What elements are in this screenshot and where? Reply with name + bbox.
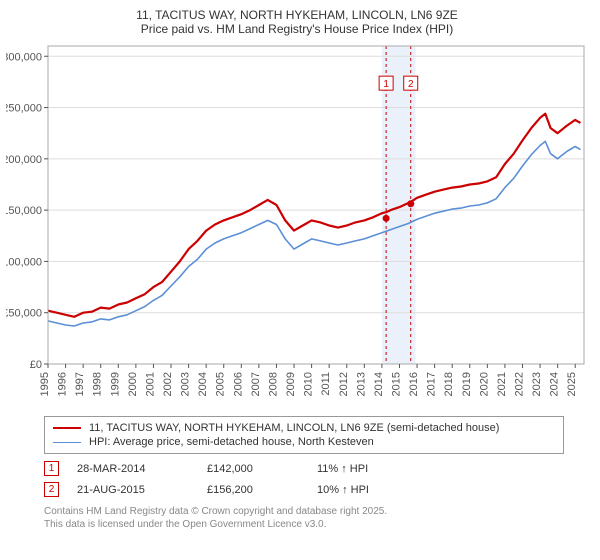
svg-text:1997: 1997 bbox=[74, 372, 86, 396]
legend-swatch bbox=[53, 442, 81, 443]
footer-line1: Contains HM Land Registry data © Crown c… bbox=[44, 506, 588, 519]
svg-text:2008: 2008 bbox=[267, 372, 279, 396]
legend-label: HPI: Average price, semi-detached house,… bbox=[89, 436, 374, 448]
chart-title-line1: 11, TACITUS WAY, NORTH HYKEHAM, LINCOLN,… bbox=[6, 8, 588, 22]
svg-text:2009: 2009 bbox=[285, 372, 297, 396]
svg-text:2016: 2016 bbox=[408, 372, 420, 396]
legend-label: 11, TACITUS WAY, NORTH HYKEHAM, LINCOLN,… bbox=[89, 422, 499, 434]
svg-text:2003: 2003 bbox=[180, 372, 192, 396]
legend-box: 11, TACITUS WAY, NORTH HYKEHAM, LINCOLN,… bbox=[44, 416, 564, 454]
chart-title-block: 11, TACITUS WAY, NORTH HYKEHAM, LINCOLN,… bbox=[6, 8, 588, 36]
marker-row: 2 21-AUG-2015£156,20010% ↑ HPI bbox=[44, 479, 588, 500]
svg-text:£50,000: £50,000 bbox=[6, 308, 42, 320]
svg-text:2012: 2012 bbox=[338, 372, 350, 396]
svg-text:£0: £0 bbox=[30, 359, 42, 371]
svg-text:£150,000: £150,000 bbox=[6, 205, 42, 217]
marker-pct: 10% ↑ HPI bbox=[317, 484, 437, 496]
svg-text:2002: 2002 bbox=[162, 372, 174, 396]
svg-text:2022: 2022 bbox=[513, 372, 525, 396]
chart-title-line2: Price paid vs. HM Land Registry's House … bbox=[6, 22, 588, 36]
svg-text:2015: 2015 bbox=[390, 372, 402, 396]
svg-text:£300,000: £300,000 bbox=[6, 51, 42, 63]
svg-text:2000: 2000 bbox=[127, 372, 139, 396]
svg-text:1: 1 bbox=[383, 79, 389, 90]
svg-text:2007: 2007 bbox=[250, 372, 262, 396]
marker-row: 1 28-MAR-2014£142,00011% ↑ HPI bbox=[44, 458, 588, 479]
svg-text:£100,000: £100,000 bbox=[6, 256, 42, 268]
svg-text:2020: 2020 bbox=[478, 372, 490, 396]
svg-text:£200,000: £200,000 bbox=[6, 154, 42, 166]
marker-date: 21-AUG-2015 bbox=[77, 484, 207, 496]
marker-table: 1 28-MAR-2014£142,00011% ↑ HPI 2 21-AUG-201… bbox=[44, 458, 588, 500]
svg-text:2001: 2001 bbox=[144, 372, 156, 396]
svg-text:2014: 2014 bbox=[373, 372, 385, 396]
svg-text:2013: 2013 bbox=[355, 372, 367, 396]
line-chart-svg: 1 2 £0 £50,000 £100,000 £150,000 £200,000 £250,… bbox=[6, 40, 588, 410]
marker-price: £142,000 bbox=[207, 463, 317, 475]
chart-area: 1 2 £0 £50,000 £100,000 £150,000 £200,000 £250,… bbox=[6, 40, 588, 410]
marker-badge: 2 bbox=[44, 482, 59, 497]
marker-pct: 11% ↑ HPI bbox=[317, 463, 437, 475]
svg-text:2017: 2017 bbox=[426, 372, 438, 396]
marker-date: 28-MAR-2014 bbox=[77, 463, 207, 475]
legend-swatch bbox=[53, 427, 81, 429]
svg-text:1999: 1999 bbox=[109, 372, 121, 396]
svg-text:2006: 2006 bbox=[232, 372, 244, 396]
svg-text:2024: 2024 bbox=[549, 372, 561, 396]
svg-text:2004: 2004 bbox=[197, 372, 209, 396]
footer-line2: This data is licensed under the Open Gov… bbox=[44, 519, 588, 532]
svg-text:2021: 2021 bbox=[496, 372, 508, 396]
footer-attribution: Contains HM Land Registry data © Crown c… bbox=[44, 506, 588, 531]
svg-text:2011: 2011 bbox=[320, 372, 332, 396]
legend-item: 11, TACITUS WAY, NORTH HYKEHAM, LINCOLN,… bbox=[53, 421, 555, 435]
svg-text:2023: 2023 bbox=[531, 372, 543, 396]
svg-text:2010: 2010 bbox=[303, 372, 315, 396]
svg-text:2019: 2019 bbox=[461, 372, 473, 396]
svg-text:2018: 2018 bbox=[443, 372, 455, 396]
svg-text:1996: 1996 bbox=[57, 372, 69, 396]
svg-text:2005: 2005 bbox=[215, 372, 227, 396]
svg-text:2025: 2025 bbox=[566, 372, 578, 396]
marker-badge: 1 bbox=[44, 461, 59, 476]
svg-text:1995: 1995 bbox=[39, 372, 51, 396]
svg-text:2: 2 bbox=[408, 79, 414, 90]
svg-text:1998: 1998 bbox=[92, 372, 104, 396]
svg-text:£250,000: £250,000 bbox=[6, 103, 42, 115]
legend-item: HPI: Average price, semi-detached house,… bbox=[53, 435, 555, 449]
marker-price: £156,200 bbox=[207, 484, 317, 496]
